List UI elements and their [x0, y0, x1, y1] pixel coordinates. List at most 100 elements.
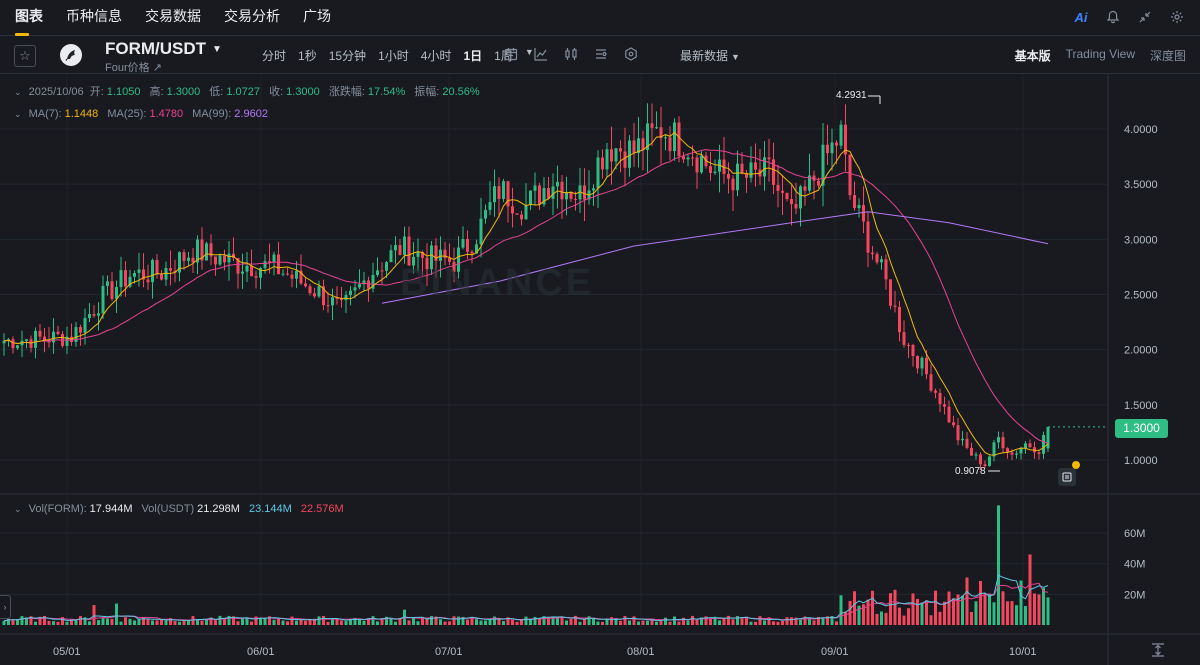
candle-body	[403, 236, 406, 255]
candle-body	[736, 163, 739, 191]
interval-time[interactable]: 分时	[262, 49, 287, 63]
volume-bar	[835, 621, 838, 625]
candle-body	[947, 406, 951, 423]
tab-coin-info[interactable]: 币种信息	[66, 7, 122, 24]
volume-bar	[389, 618, 393, 625]
ohlc-info: ⌄ 2025/10/06 开: 1.1050 高: 1.3000 低: 1.0727 …	[14, 83, 486, 99]
candle-body	[286, 273, 289, 275]
volume-bar	[857, 605, 861, 625]
bell-icon[interactable]	[1104, 8, 1122, 26]
volume-bar	[173, 621, 177, 625]
candle-type-icon[interactable]	[563, 46, 579, 62]
interval-1h[interactable]: 1小时	[378, 49, 409, 63]
layout-settings-icon[interactable]	[593, 46, 609, 62]
view-tradingview[interactable]: Trading View	[1065, 47, 1135, 61]
latest-data-dropdown[interactable]: 最新数据 ▼	[680, 49, 740, 63]
volume-bar	[938, 611, 942, 625]
pair-selector[interactable]: FORM/USDT ▼	[105, 39, 222, 59]
chart-settings-icon[interactable]	[623, 46, 639, 62]
view-depth[interactable]: 深度图	[1149, 49, 1186, 63]
volume-bar	[880, 611, 883, 625]
ai-icon[interactable]: Ai	[1074, 9, 1088, 25]
candle-body	[1015, 453, 1018, 455]
volume-bar	[295, 620, 298, 625]
candle-body	[907, 344, 910, 346]
interval-4h[interactable]: 4小时	[420, 49, 452, 63]
ma25-label: MA(25):	[107, 108, 147, 120]
volume-bar	[7, 618, 10, 625]
candle-body	[34, 330, 37, 348]
interval-1s[interactable]: 1秒	[298, 49, 317, 63]
volume-bar	[979, 581, 982, 625]
candle-body	[83, 318, 87, 333]
tab-trading-data[interactable]: 交易数据	[145, 7, 201, 24]
volume-bar	[56, 621, 60, 625]
collapse-icon[interactable]	[1136, 8, 1154, 26]
candle-body	[479, 218, 483, 245]
interval-more-caret-icon[interactable]: ▼	[524, 47, 534, 57]
ma99-value: 2.9602	[234, 108, 268, 120]
volume-bar	[380, 618, 384, 625]
volume-bar	[506, 617, 510, 625]
reset-scale-icon[interactable]	[1150, 642, 1166, 658]
candle-body	[520, 214, 523, 220]
expand-panel-icon[interactable]: ›	[0, 595, 11, 619]
volume-bar	[70, 619, 73, 625]
volume-bar	[731, 619, 735, 625]
candle-body	[983, 464, 987, 466]
volume-tick-label: 20M	[1124, 589, 1145, 601]
vol-form-label: Vol(FORM):	[28, 503, 87, 515]
candle-body	[430, 245, 433, 270]
price-alert-icon[interactable]	[1058, 468, 1076, 486]
chevron-down-icon[interactable]: ⌄	[14, 504, 22, 514]
chart-toolbar: ☆ FORM/USDT ▼ Four价格 ↗ 分时 1秒 15分钟 1小时 4小时…	[0, 36, 1200, 74]
coin-subname-link[interactable]: Four价格 ↗	[105, 62, 162, 74]
tab-trading-analysis[interactable]: 交易分析	[224, 7, 280, 24]
favorite-star-icon[interactable]: ☆	[14, 45, 36, 67]
volume-bar	[587, 616, 591, 625]
chevron-down-icon[interactable]: ⌄	[14, 109, 22, 119]
volume-bar	[943, 601, 946, 625]
volume-bar	[299, 619, 303, 625]
candle-body	[119, 270, 123, 288]
indicator-icon[interactable]	[533, 46, 549, 62]
candle-body	[227, 253, 231, 263]
candle-body	[182, 252, 186, 261]
price-chart[interactable]: 4.0000 3.5000 3.0000 2.5000 2.0000 1.5000 1.00…	[0, 74, 1200, 665]
volume-bar	[457, 616, 460, 625]
volume-bar	[214, 620, 217, 625]
volume-bar	[101, 618, 105, 625]
candle-body	[52, 331, 55, 343]
tab-chart[interactable]: 图表	[15, 0, 43, 36]
candle-body	[133, 272, 136, 277]
tab-square[interactable]: 广场	[303, 7, 331, 24]
volume-bar	[155, 620, 159, 625]
high-marker-label: 4.2931	[836, 90, 867, 101]
view-basic[interactable]: 基本版	[1014, 49, 1051, 63]
candle-body	[299, 270, 303, 284]
chevron-down-icon[interactable]: ⌄	[14, 87, 22, 97]
candle-body	[641, 138, 645, 150]
volume-bar	[655, 621, 658, 625]
calendar-icon[interactable]	[503, 46, 519, 62]
candle-body	[263, 261, 267, 269]
volume-bar	[596, 621, 600, 625]
candle-body	[452, 261, 456, 272]
volume-bar	[367, 617, 370, 625]
candle-body	[668, 137, 672, 152]
candle-body	[475, 244, 478, 254]
settings-icon[interactable]	[1168, 8, 1186, 26]
candle-body	[623, 151, 627, 168]
volume-bar	[763, 620, 766, 625]
candle-body	[893, 305, 897, 307]
candle-body	[110, 281, 114, 299]
interval-1d[interactable]: 1日	[463, 49, 483, 63]
volume-bar	[583, 619, 586, 625]
volume-bar	[524, 616, 528, 625]
volume-bar	[29, 616, 33, 625]
candle-body	[619, 148, 622, 152]
volume-bar	[871, 590, 874, 625]
candle-body	[434, 245, 438, 261]
vol-usdt-label: Vol(USDT)	[141, 503, 195, 515]
interval-15m[interactable]: 15分钟	[328, 49, 367, 63]
